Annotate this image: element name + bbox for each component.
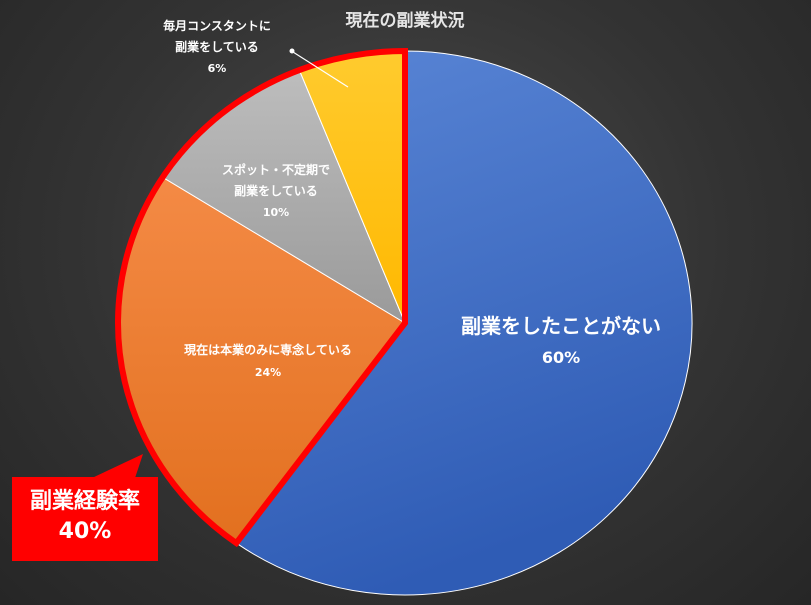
callout-value: 40%: [58, 519, 112, 544]
slice-never-side-job-label: 副業をしたことがない 60%: [461, 314, 661, 367]
slice-main-job-only-label: 現在は本業のみに専念している 24%: [184, 342, 352, 379]
slice-never-side-job: [235, 50, 693, 596]
slice-spot-side-job-label: スポット・不定期で副業をしている 10%: [222, 162, 330, 219]
callout-title: 副業経験率: [29, 489, 140, 514]
leader-line-dot: [289, 48, 295, 54]
chart-title: 現在の副業状況: [346, 10, 465, 31]
callout-pointer: [92, 454, 143, 478]
monthly-slice-leader-line: [292, 51, 349, 88]
slice-monthly-side-job-label: 毎月コンスタントに副業をしている 6%: [163, 18, 271, 75]
experience-highlight-outline: [115, 47, 408, 548]
experience-rate-callout: 副業経験率 40%: [12, 477, 158, 561]
